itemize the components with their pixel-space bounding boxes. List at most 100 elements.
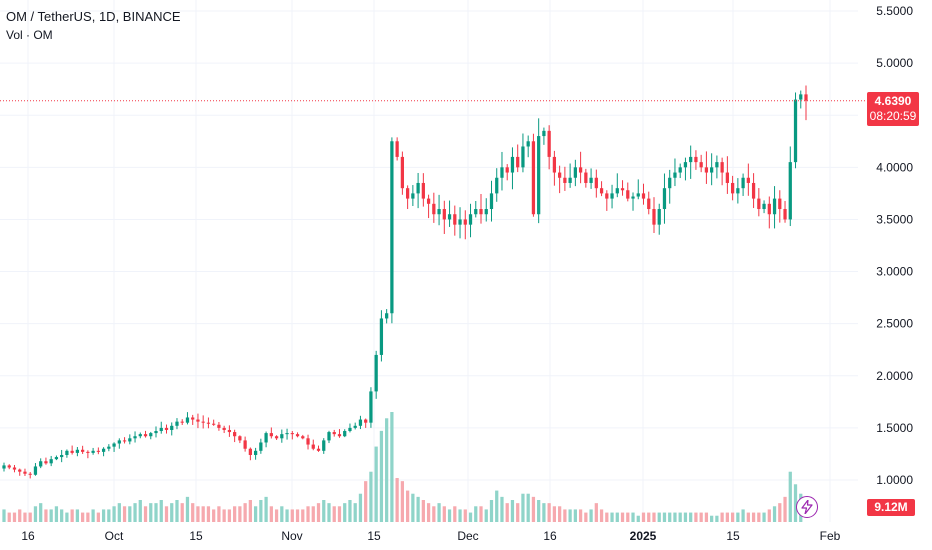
volume-bar [474, 506, 478, 522]
symbol-title[interactable]: OM / TetherUS, 1D, BINANCE [6, 9, 181, 24]
y-tick-label: 2.0000 [876, 369, 913, 383]
candle-body [274, 436, 279, 439]
candle-body [327, 432, 331, 441]
candle-body [316, 448, 321, 451]
candle-body [699, 162, 703, 168]
candle-body [2, 465, 6, 469]
candle-body [191, 417, 195, 420]
volume-bar [159, 500, 163, 522]
candle-body [804, 94, 808, 101]
volume-bar [81, 512, 85, 522]
candle-body [605, 193, 609, 199]
candle-body [589, 177, 593, 183]
volume-bar [626, 512, 630, 522]
candle-body [337, 434, 342, 437]
y-tick-label: 3.5000 [876, 212, 913, 226]
volume-bar [694, 512, 698, 522]
volume-bar [259, 500, 263, 522]
candle-body [751, 182, 756, 199]
x-tick-label: 16 [543, 529, 557, 543]
volume-bar [285, 509, 289, 522]
volume-bar [212, 509, 216, 522]
candle-body [133, 436, 137, 439]
volume-bar [222, 509, 226, 522]
volume-indicator-label[interactable]: Vol · OM [6, 28, 53, 42]
candle-body [65, 450, 69, 455]
volume-bar [447, 509, 452, 522]
candle-body [730, 182, 735, 194]
volume-bar [217, 506, 221, 522]
volume-bar [510, 500, 515, 522]
candle-body [23, 471, 27, 474]
volume-bar [500, 496, 504, 522]
candle-body [12, 467, 17, 470]
volume-bar [531, 496, 536, 522]
volume-bar [468, 512, 473, 522]
volume-bar [227, 509, 232, 522]
volume-bar [23, 512, 27, 522]
volume-bar [647, 512, 651, 522]
volume-value-tag: 9.12M [867, 499, 915, 516]
candle-body [631, 196, 635, 199]
candle-body [405, 188, 410, 199]
volume-bar [395, 478, 399, 522]
candle-body [159, 427, 163, 432]
candle-body [710, 167, 714, 173]
volume-bar [442, 506, 446, 522]
x-tick-label: Dec [457, 529, 478, 543]
volume-bar [196, 506, 200, 522]
candle-body [348, 427, 352, 432]
volume-bar [149, 503, 153, 522]
candle-body [264, 433, 268, 443]
y-tick-label: 5.0000 [876, 56, 913, 70]
candle-body [154, 431, 158, 434]
x-tick-label: Nov [281, 529, 302, 543]
volume-bar [463, 509, 467, 522]
volume-bar [264, 496, 268, 522]
candle-body [285, 433, 289, 435]
volume-bar [484, 509, 488, 522]
candle-body [793, 99, 798, 163]
candle-body [227, 429, 232, 433]
candle-body [353, 425, 357, 428]
candle-body [269, 433, 273, 437]
volume-bar [411, 493, 415, 522]
candle-body [112, 443, 116, 447]
candle-body [442, 209, 446, 220]
candle-body [180, 421, 184, 423]
candle-body [531, 141, 536, 215]
volume-bar [405, 490, 410, 522]
last-price-value: 4.6390 [874, 94, 912, 108]
volume-bar [495, 490, 499, 522]
candle-body [217, 424, 221, 428]
candle-body [547, 130, 551, 157]
candle-body [652, 209, 656, 225]
volume-bar [133, 503, 137, 522]
volume-bar [573, 509, 577, 522]
volume-bar [358, 493, 363, 522]
volume-bar [594, 503, 598, 522]
candle-body [196, 419, 200, 422]
volume-bar [65, 512, 69, 522]
candle-body [788, 162, 792, 220]
volume-bar [505, 503, 509, 522]
candle-body [620, 188, 625, 191]
lightning-bolt-icon[interactable] [796, 496, 818, 518]
volume-bar [301, 509, 305, 522]
volume-bar [610, 512, 614, 522]
candle-body [39, 461, 43, 467]
candle-body [505, 167, 509, 173]
candle-body [290, 433, 294, 435]
volume-bar [542, 503, 546, 522]
candle-body [253, 450, 258, 455]
volume-bar [620, 512, 625, 522]
candle-body [725, 172, 729, 183]
volume-bar [400, 481, 405, 522]
volume-bar [306, 506, 310, 522]
candle-body [500, 167, 504, 178]
y-tick-label: 2.5000 [876, 317, 913, 331]
volume-bar [364, 481, 368, 522]
x-tick-label: 2025 [630, 529, 657, 543]
volume-bar [295, 509, 300, 522]
